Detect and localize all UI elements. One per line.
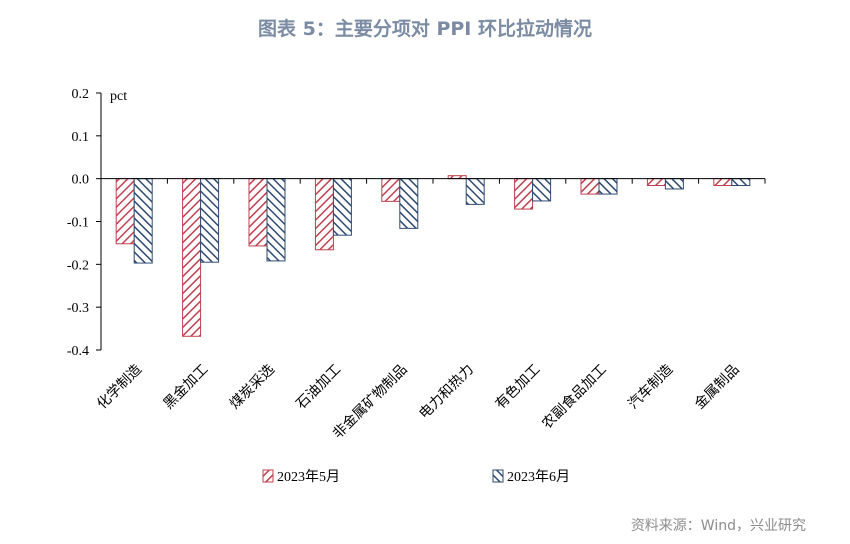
source-note: 资料来源：Wind，兴业研究 [630, 518, 806, 534]
x-category-label: 有色加工 [492, 361, 544, 413]
bar-may [248, 178, 268, 247]
bar-may [182, 178, 202, 337]
legend-label-june: 2023年6月 [507, 469, 570, 485]
y-tick-label: 0.1 [72, 130, 90, 145]
bar-june [133, 178, 153, 264]
bar-june [664, 178, 684, 190]
y-axis: 0.2 0.1 0.0 -0.1 -0.2 -0.3 -0.4 pct [67, 87, 127, 359]
legend-swatch-may [262, 469, 274, 483]
bar-june [200, 178, 220, 263]
bar-may [314, 178, 334, 251]
bar-june [332, 178, 352, 236]
y-tick-label: -0.4 [67, 344, 89, 359]
bar-may [115, 178, 135, 245]
bar-may [514, 178, 534, 210]
bar-may [646, 178, 666, 187]
x-category-label: 汽车制造 [625, 361, 677, 413]
bar-may [580, 178, 600, 195]
y-tick-label: -0.3 [67, 301, 89, 316]
x-category-label: 农副食品加工 [538, 361, 609, 432]
chart-title: 图表 5：主要分项对 PPI 环比拉动情况 [258, 18, 592, 40]
x-category-label: 电力和热力 [416, 362, 477, 423]
x-category-label: 煤炭采选 [227, 362, 278, 413]
bar-june [399, 178, 419, 229]
x-category-label: 化学制造 [94, 362, 145, 413]
y-tick-label: 0.2 [72, 87, 90, 102]
legend: 2023年5月 2023年6月 [262, 469, 570, 485]
x-category-label: 金属制品 [692, 362, 743, 413]
bar-june [532, 178, 552, 202]
y-tick-label: -0.2 [67, 258, 89, 273]
bars [115, 175, 751, 337]
bar-june [598, 178, 618, 195]
bar-may [381, 178, 401, 202]
legend-label-may: 2023年5月 [277, 469, 340, 485]
y-unit-label: pct [110, 89, 127, 104]
x-category-label: 石油加工 [293, 362, 344, 413]
y-tick-label: 0.0 [72, 173, 90, 188]
y-tick-label: -0.1 [67, 216, 89, 231]
bar-may [713, 178, 733, 187]
bar-june [465, 178, 485, 205]
x-category-label: 黑金加工 [161, 362, 212, 413]
legend-swatch-june [492, 469, 504, 483]
bar-june [266, 178, 286, 262]
bar-june [731, 178, 751, 187]
